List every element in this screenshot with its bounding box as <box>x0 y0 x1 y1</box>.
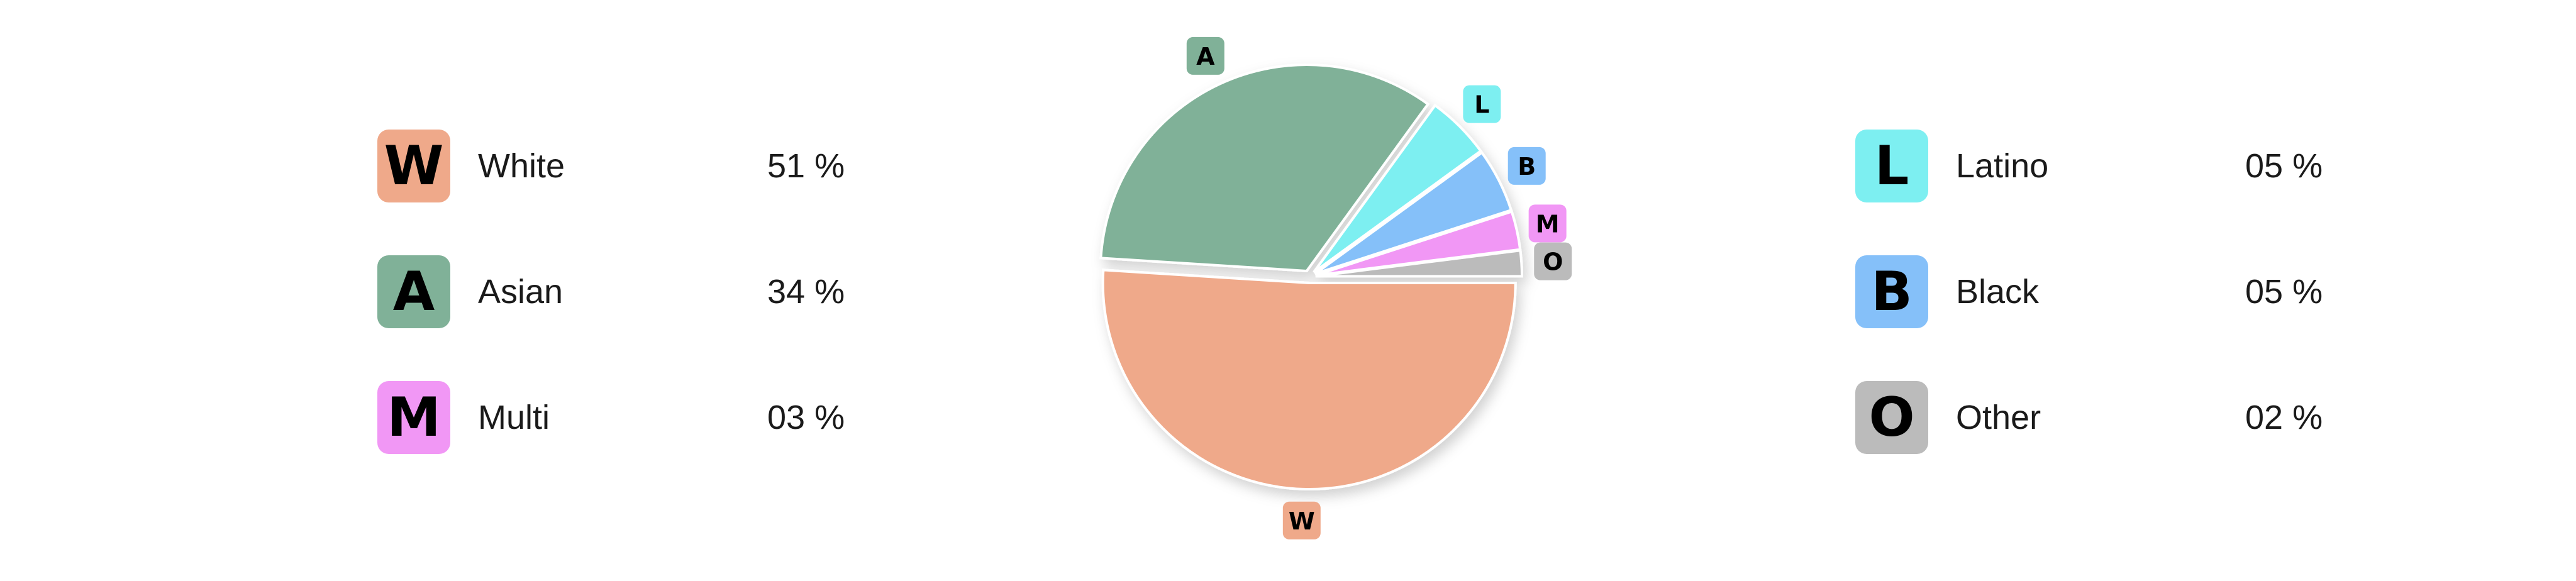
pie-slice-black <box>1314 150 1513 275</box>
legend-label-asian: Asian <box>478 273 564 311</box>
pie-slice-white <box>1101 268 1517 491</box>
pie-badge-multi: M <box>1528 204 1567 243</box>
legend-badge-black: B <box>1855 255 1928 328</box>
legend-label-white: White <box>478 147 565 185</box>
legend-item-multi: M Multi 03 % <box>377 381 868 454</box>
legend-badge-other: O <box>1855 381 1928 454</box>
pie-slice-latino <box>1313 103 1483 274</box>
legend-value-other: 02 % <box>2245 399 2323 436</box>
legend-value-multi: 03 % <box>767 399 845 436</box>
pie-badge-white: W <box>1282 501 1321 540</box>
legend-value-black: 05 % <box>2245 273 2323 311</box>
pie-slice-other <box>1315 249 1523 278</box>
legend-label-latino: Latino <box>1956 147 2049 185</box>
svg-text:L: L <box>1474 91 1489 119</box>
pie-badge-black: B <box>1507 147 1546 185</box>
legend-label-black: Black <box>1956 273 2040 311</box>
legend-badge-latino: L <box>1855 130 1928 202</box>
svg-text:W: W <box>1289 507 1315 535</box>
legend-badge-multi: M <box>377 381 450 454</box>
svg-text:B: B <box>1518 153 1536 180</box>
legend-badge-asian: A <box>377 255 450 328</box>
legend-badge-white: W <box>377 130 450 202</box>
legend-label-other: Other <box>1956 399 2041 436</box>
legend-item-asian: A Asian 34 % <box>377 255 868 328</box>
svg-text:A: A <box>1196 43 1215 70</box>
pie-slices <box>1099 63 1523 491</box>
legend-value-latino: 05 % <box>2245 147 2323 185</box>
legend-label-multi: Multi <box>478 399 550 436</box>
legend-item-black: B Black 05 % <box>1855 255 2346 328</box>
legend-item-other: O Other 02 % <box>1855 381 2346 454</box>
legend-value-white: 51 % <box>767 147 845 185</box>
svg-text:O: O <box>1543 248 1563 276</box>
pie-badge-latino: L <box>1463 85 1501 123</box>
pie-slice-asian <box>1099 63 1430 273</box>
pie-badge-asian: A <box>1186 36 1224 75</box>
legend-value-asian: 34 % <box>767 273 845 311</box>
legend-item-latino: L Latino 05 % <box>1855 130 2346 202</box>
pie-badge-other: O <box>1534 242 1572 280</box>
svg-text:M: M <box>1536 210 1560 238</box>
legend-item-white: W White 51 % <box>377 130 868 202</box>
legend-right: L Latino 05 % B Black 05 % O Other 02 % <box>1855 130 2346 507</box>
legend-left: W White 51 % A Asian 34 % M Multi 03 % <box>377 130 868 507</box>
pie-slice-badges: W A L B MO <box>1186 36 1572 540</box>
